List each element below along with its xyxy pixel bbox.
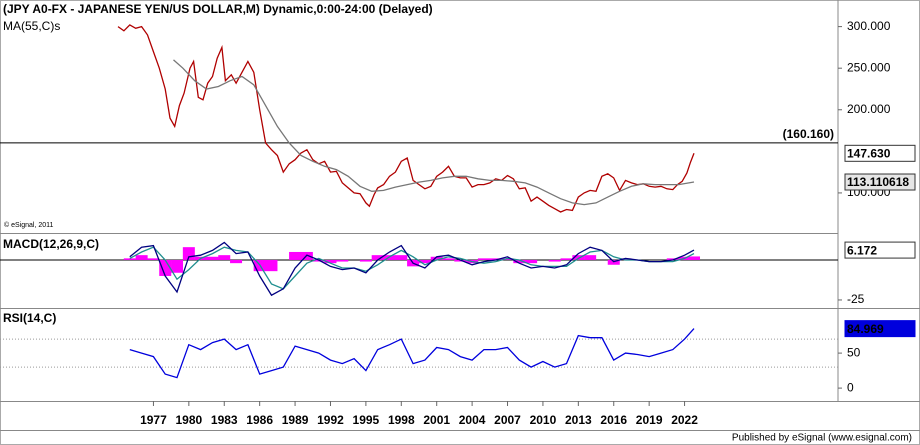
x-tick-label: 1983 [211,413,238,427]
histogram-bar [418,259,431,264]
x-tick-label: 1995 [353,413,380,427]
histogram-bar [312,259,325,262]
histogram-bar [147,258,160,260]
last-value-box [844,320,916,338]
x-tick-label: 2013 [565,413,592,427]
panel-title: RSI(14,C) [3,311,56,325]
panel-title: (JPY A0-FX - JAPANESE YEN/US DOLLAR,M) D… [3,2,433,16]
histogram-bar [442,258,455,260]
x-tick-label: 1977 [140,413,167,427]
y-tick-label: 300.000 [847,19,891,33]
x-tick-label: 2007 [494,413,521,427]
y-tick-label: 250.000 [847,60,891,74]
histogram-bar [525,259,538,264]
x-tick-label: 2019 [636,413,663,427]
x-tick-label: 2016 [600,413,627,427]
series-line [117,24,695,213]
x-tick-label: 2001 [423,413,450,427]
last-value-box [844,241,916,259]
last-value-label: 147.630 [847,146,891,160]
histogram-bar [607,259,620,265]
y-tick-label: -25 [847,292,865,306]
histogram-bar [171,259,184,273]
histogram-bar [584,255,597,260]
histogram-bar [206,256,219,260]
x-tick-label: 1986 [246,413,273,427]
footer: Published by eSignal (www.esignal.com) [732,433,912,444]
y-tick-label: 0 [847,380,854,394]
last-value-box [844,144,916,162]
x-tick-label: 1992 [317,413,344,427]
copyright: © eSignal, 2011 [4,221,54,229]
histogram-bar [265,259,278,272]
y-tick-label: 50 [847,345,861,359]
reference-label: (160.160) [783,127,834,141]
histogram-bar [289,251,302,260]
histogram-bar [454,259,467,262]
x-tick-label: 2004 [459,413,486,427]
histogram-bar [324,259,337,264]
histogram-bar [513,259,526,264]
last-value-label: 6.172 [847,243,877,257]
histogram-bar [572,255,585,260]
last-value-label: 84.969 [847,322,884,336]
x-tick-label: 1989 [282,413,309,427]
x-tick-label: 1998 [388,413,415,427]
last-value-box [844,173,916,191]
x-tick-label: 2010 [530,413,557,427]
histogram-bar [666,258,679,260]
histogram-bar [548,259,561,262]
histogram-bar [371,255,384,260]
histogram-bar [359,259,372,262]
x-tick-label: 1980 [175,413,202,427]
series-line [173,59,695,206]
histogram-bar [560,258,573,260]
histogram-bar [688,256,701,260]
x-tick-label: 2022 [671,413,698,427]
histogram-bar [123,258,136,260]
histogram-bar [430,256,443,260]
histogram-bar [501,258,514,260]
histogram-bar [619,258,632,260]
histogram-bar [230,259,243,264]
series-name: MA(55,C)s [3,19,60,33]
histogram-bar [395,255,408,260]
last-value-label: 113.110618 [847,175,909,189]
histogram-bar [477,258,490,260]
series-line [129,328,695,379]
panel-title: MACD(12,26,9,C) [3,237,99,251]
y-tick-label: 200.000 [847,102,891,116]
histogram-bar [336,259,349,262]
histogram-bar [489,258,502,260]
histogram-bar [135,255,148,260]
series-line [129,241,695,297]
histogram-bar [218,255,231,260]
